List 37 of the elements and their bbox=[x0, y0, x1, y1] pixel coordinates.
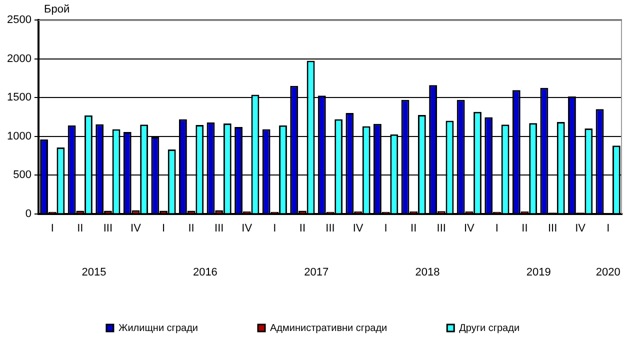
x-tick-label: I bbox=[50, 222, 54, 234]
x-tick-label: I bbox=[606, 222, 610, 234]
x-tick-label: I bbox=[162, 222, 166, 234]
text: 2019 bbox=[526, 266, 551, 279]
x-tick-label: III bbox=[436, 222, 446, 234]
y-tick-label: 2500 bbox=[6, 14, 32, 26]
x-tick-label: III bbox=[548, 222, 558, 234]
x-tick-label: II bbox=[299, 222, 306, 234]
y-tick-label: 0 bbox=[25, 208, 32, 220]
y-tick-label: 500 bbox=[13, 169, 32, 182]
x-tick-label: III bbox=[103, 222, 113, 234]
x-tick-label: IV bbox=[575, 222, 586, 234]
x-tick-label: IV bbox=[242, 222, 253, 234]
x-tick-label: II bbox=[77, 222, 84, 234]
x-tick-label: II bbox=[188, 222, 194, 234]
x-tick-label: I bbox=[495, 222, 498, 234]
x-tick-label: II bbox=[410, 222, 417, 234]
legend-label: Други сгради bbox=[459, 322, 520, 334]
x-tick-label: II bbox=[522, 222, 528, 234]
text: 2017 bbox=[304, 266, 329, 279]
legend-label: Жилищни сгради bbox=[118, 322, 198, 334]
legend-label: Административни сгради bbox=[270, 322, 388, 334]
x-tick-label: III bbox=[214, 222, 224, 234]
x-tick-label: I bbox=[273, 222, 276, 234]
y-tick-label: 1500 bbox=[6, 92, 32, 104]
x-tick-label: I bbox=[384, 222, 388, 234]
text: 2020 bbox=[596, 266, 620, 279]
y-tick-label: 2000 bbox=[6, 52, 32, 65]
x-tick-label: IV bbox=[352, 222, 364, 234]
x-tick-label: III bbox=[326, 222, 335, 234]
text: 2016 bbox=[192, 266, 218, 279]
x-tick-label: IV bbox=[464, 222, 476, 234]
x-tick-label: IV bbox=[130, 222, 142, 234]
text: 2018 bbox=[415, 266, 440, 279]
text: 2015 bbox=[82, 266, 106, 279]
y-axis-title: Брой bbox=[44, 4, 70, 16]
y-tick-label: 1000 bbox=[6, 130, 32, 142]
